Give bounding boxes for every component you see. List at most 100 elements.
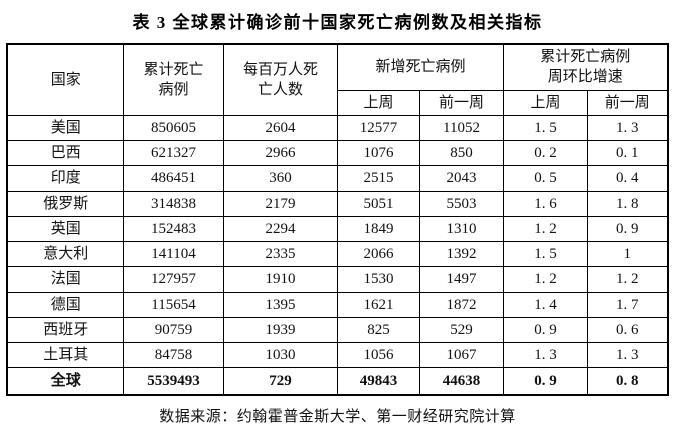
cell-new-deaths-last-week: 2066 xyxy=(336,240,420,268)
cell-deaths-per-million: 2966 xyxy=(222,139,338,167)
cell-cumulative-deaths: 141104 xyxy=(122,240,224,268)
cell-new-deaths-last-week: 49843 xyxy=(336,367,420,396)
table-row: 土耳其 84758 1030 1056 1067 1. 3 1. 3 xyxy=(6,341,669,369)
subheader-new-prev-week: 前一周 xyxy=(418,89,505,116)
cell-deaths-per-million: 1939 xyxy=(222,316,338,344)
cell-new-deaths-last-week: 825 xyxy=(336,316,420,344)
table-row: 美国 850605 2604 12577 11052 1. 5 1. 3 xyxy=(6,114,669,142)
cell-country: 巴西 xyxy=(6,139,124,167)
cell-cumulative-deaths: 314838 xyxy=(122,190,224,217)
cell-growth-prev-week: 1 xyxy=(586,240,669,268)
cell-country: 美国 xyxy=(6,114,124,142)
cell-country: 土耳其 xyxy=(6,341,124,369)
cell-new-deaths-last-week: 2515 xyxy=(336,165,420,192)
cell-cumulative-deaths: 621327 xyxy=(122,139,224,167)
cell-deaths-per-million: 1910 xyxy=(222,266,338,293)
header-new-deaths-group: 新增死亡病例 xyxy=(336,43,505,91)
cell-new-deaths-last-week: 5051 xyxy=(336,190,420,217)
header-cumulative-deaths: 累计死亡 病例 xyxy=(122,43,224,116)
cell-growth-last-week: 1. 2 xyxy=(503,266,588,293)
subheader-growth-last-week: 上周 xyxy=(503,89,588,116)
header-group-row: 国家 累计死亡 病例 每百万人死 亡人数 新增死亡病例 累计死亡病例 周环比增速 xyxy=(6,43,669,116)
cell-new-deaths-last-week: 12577 xyxy=(336,114,420,142)
cell-growth-last-week: 1. 6 xyxy=(503,190,588,217)
cell-growth-last-week: 1. 3 xyxy=(503,341,588,369)
cell-deaths-per-million: 2294 xyxy=(222,215,338,243)
deaths-statistics-table: 国家 累计死亡 病例 每百万人死 亡人数 新增死亡病例 累计死亡病例 周环比增速… xyxy=(6,43,669,396)
cell-deaths-per-million: 1030 xyxy=(222,341,338,369)
cell-new-deaths-prev-week: 850 xyxy=(418,139,505,167)
cell-cumulative-deaths: 127957 xyxy=(122,266,224,293)
cell-country: 俄罗斯 xyxy=(6,190,124,217)
cell-new-deaths-prev-week: 529 xyxy=(418,316,505,344)
cell-new-deaths-prev-week: 11052 xyxy=(418,114,505,142)
cell-new-deaths-prev-week: 44638 xyxy=(418,367,505,396)
cell-new-deaths-prev-week: 1872 xyxy=(418,291,505,318)
cell-growth-last-week: 1. 2 xyxy=(503,215,588,243)
cell-growth-prev-week: 0. 1 xyxy=(586,139,669,167)
cell-cumulative-deaths: 90759 xyxy=(122,316,224,344)
table-row: 俄罗斯 314838 2179 5051 5503 1. 6 1. 8 xyxy=(6,190,669,217)
cell-cumulative-deaths: 152483 xyxy=(122,215,224,243)
cell-growth-prev-week: 0. 4 xyxy=(586,165,669,192)
subheader-new-last-week: 上周 xyxy=(336,89,420,116)
cell-growth-last-week: 1. 5 xyxy=(503,114,588,142)
cell-growth-prev-week: 1. 7 xyxy=(586,291,669,318)
cell-growth-last-week: 0. 9 xyxy=(503,367,588,396)
cell-country: 德国 xyxy=(6,291,124,318)
cell-cumulative-deaths: 84758 xyxy=(122,341,224,369)
cell-new-deaths-last-week: 1076 xyxy=(336,139,420,167)
table-body: 美国 850605 2604 12577 11052 1. 5 1. 3 巴西 … xyxy=(6,114,669,396)
cell-country: 全球 xyxy=(6,367,124,396)
cell-growth-prev-week: 0. 6 xyxy=(586,316,669,344)
cell-deaths-per-million: 729 xyxy=(222,367,338,396)
cell-growth-last-week: 0. 9 xyxy=(503,316,588,344)
table-row: 意大利 141104 2335 2066 1392 1. 5 1 xyxy=(6,240,669,268)
cell-growth-prev-week: 0. 9 xyxy=(586,215,669,243)
cell-new-deaths-prev-week: 1497 xyxy=(418,266,505,293)
header-growth-group: 累计死亡病例 周环比增速 xyxy=(502,43,669,91)
cell-deaths-per-million: 2335 xyxy=(222,240,338,268)
cell-country: 西班牙 xyxy=(6,316,124,344)
cell-country: 英国 xyxy=(6,215,124,243)
cell-country: 法国 xyxy=(6,266,124,293)
table-row: 德国 115654 1395 1621 1872 1. 4 1. 7 xyxy=(6,291,669,318)
cell-growth-last-week: 1. 4 xyxy=(503,291,588,318)
data-source-note: 数据来源：约翰霍普金斯大学、第一财经研究院计算 xyxy=(159,408,516,425)
cell-new-deaths-last-week: 1530 xyxy=(336,266,420,293)
cell-growth-prev-week: 0. 8 xyxy=(586,367,669,396)
table-row: 印度 486451 360 2515 2043 0. 5 0. 4 xyxy=(6,165,669,192)
cell-growth-prev-week: 1. 3 xyxy=(586,114,669,142)
cell-growth-prev-week: 1. 2 xyxy=(586,266,669,293)
subheader-growth-prev-week: 前一周 xyxy=(586,89,669,116)
cell-growth-last-week: 0. 2 xyxy=(503,139,588,167)
header-deaths-per-million: 每百万人死 亡人数 xyxy=(222,43,338,116)
cell-cumulative-deaths: 850605 xyxy=(122,114,224,142)
cell-cumulative-deaths: 115654 xyxy=(122,291,224,318)
cell-new-deaths-prev-week: 5503 xyxy=(418,190,505,217)
cell-growth-last-week: 1. 5 xyxy=(503,240,588,268)
cell-cumulative-deaths: 486451 xyxy=(122,165,224,192)
cell-country: 印度 xyxy=(6,165,124,192)
cell-deaths-per-million: 1395 xyxy=(222,291,338,318)
cell-new-deaths-prev-week: 1392 xyxy=(418,240,505,268)
cell-growth-last-week: 0. 5 xyxy=(503,165,588,192)
cell-deaths-per-million: 360 xyxy=(222,165,338,192)
cell-growth-prev-week: 1. 8 xyxy=(586,190,669,217)
cell-country: 意大利 xyxy=(6,240,124,268)
table-row: 西班牙 90759 1939 825 529 0. 9 0. 6 xyxy=(6,316,669,344)
cell-deaths-per-million: 2179 xyxy=(222,190,338,217)
cell-new-deaths-last-week: 1621 xyxy=(336,291,420,318)
table-title: 表 3 全球累计确诊前十国家死亡病例数及相关指标 xyxy=(132,13,543,32)
cell-new-deaths-last-week: 1849 xyxy=(336,215,420,243)
cell-new-deaths-prev-week: 2043 xyxy=(418,165,505,192)
header-country: 国家 xyxy=(6,43,124,116)
cell-cumulative-deaths: 5539493 xyxy=(122,367,224,396)
cell-deaths-per-million: 2604 xyxy=(222,114,338,142)
table-row: 英国 152483 2294 1849 1310 1. 2 0. 9 xyxy=(6,215,669,243)
cell-growth-prev-week: 1. 3 xyxy=(586,341,669,369)
table-row: 法国 127957 1910 1530 1497 1. 2 1. 2 xyxy=(6,266,669,293)
table-row: 巴西 621327 2966 1076 850 0. 2 0. 1 xyxy=(6,139,669,167)
table-row-global-total: 全球 5539493 729 49843 44638 0. 9 0. 8 xyxy=(6,367,669,396)
